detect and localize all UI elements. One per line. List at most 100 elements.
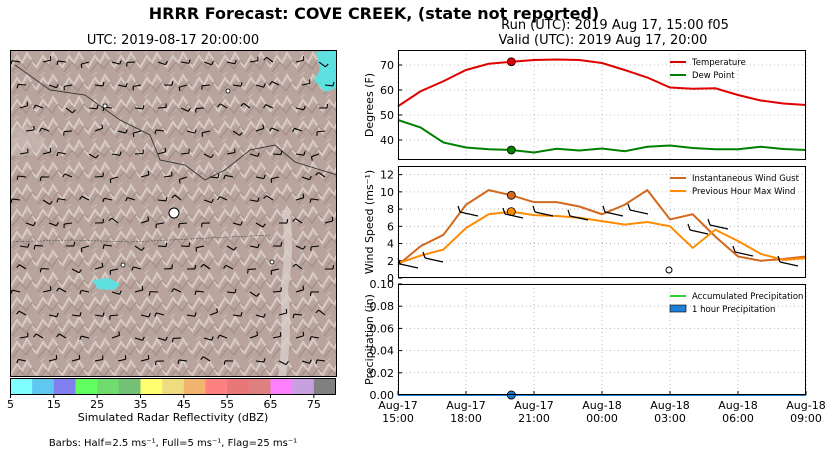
county-border bbox=[10, 234, 271, 243]
legend-swatch bbox=[669, 304, 687, 313]
wind-barb bbox=[39, 127, 50, 132]
wind-barb bbox=[295, 193, 305, 201]
wind-barb bbox=[318, 103, 329, 109]
wind-barb bbox=[134, 285, 144, 293]
colorbar-tick-label: 75 bbox=[307, 398, 321, 411]
wind-barb bbox=[71, 354, 81, 362]
wind-barb bbox=[39, 176, 50, 182]
wind-barb bbox=[16, 310, 27, 316]
wind-barb bbox=[154, 129, 165, 134]
legend-label: Accumulated Precipitation bbox=[692, 292, 803, 302]
wind-barb bbox=[157, 103, 167, 109]
wind-barb bbox=[56, 198, 67, 203]
wind-barb bbox=[117, 129, 128, 134]
wind-barb bbox=[226, 59, 237, 65]
wind-barb bbox=[102, 244, 113, 249]
wind-barb bbox=[117, 82, 128, 88]
wind-barb bbox=[16, 358, 27, 364]
wind-barb bbox=[292, 313, 303, 319]
wind-barb bbox=[140, 216, 150, 224]
wind-barb bbox=[94, 262, 104, 270]
wind-barb bbox=[157, 196, 168, 202]
wind-barb bbox=[134, 336, 145, 341]
y-tick-label: 0.08 bbox=[370, 300, 395, 313]
wind-barb bbox=[19, 243, 30, 248]
wind-barb bbox=[19, 101, 29, 109]
wind-barb bbox=[56, 60, 67, 66]
wind-barb bbox=[223, 174, 234, 180]
y-tick-label: 10 bbox=[380, 186, 394, 199]
x-tick-label: Aug-17 bbox=[446, 399, 485, 412]
wind-barb bbox=[42, 199, 53, 205]
calm-wind-marker bbox=[665, 266, 673, 274]
wind-barb bbox=[71, 312, 82, 317]
wind-barb bbox=[171, 288, 182, 293]
wind-barb bbox=[226, 245, 237, 251]
wind-barb bbox=[295, 151, 306, 156]
wind-barb bbox=[42, 286, 52, 293]
wind-barb bbox=[255, 83, 266, 88]
wind-barb bbox=[309, 198, 320, 203]
wind-barb bbox=[399, 263, 419, 269]
wind-barb bbox=[65, 107, 76, 114]
wind-barb bbox=[140, 355, 150, 362]
wind-barb bbox=[10, 60, 21, 65]
wind-barb bbox=[134, 104, 145, 110]
wind-barb bbox=[309, 336, 320, 341]
wind-barb bbox=[132, 130, 142, 138]
wind-barb bbox=[324, 216, 334, 224]
wind-barb bbox=[278, 360, 289, 366]
wind-barb bbox=[278, 308, 288, 316]
wind-barb bbox=[209, 308, 219, 316]
wind-barb bbox=[16, 175, 27, 181]
wind-barb bbox=[180, 59, 191, 64]
wind-barb bbox=[56, 287, 67, 293]
wind-barb bbox=[163, 264, 173, 270]
wind-barb bbox=[33, 104, 44, 109]
wind-barb bbox=[292, 263, 303, 270]
wind-barb bbox=[94, 81, 105, 87]
legend-label: 1 hour Precipitation bbox=[692, 305, 775, 315]
current-time-marker bbox=[506, 145, 516, 155]
y-tick-label: 4 bbox=[387, 238, 394, 251]
wind-barb bbox=[180, 149, 190, 155]
y-tick-label: 0.00 bbox=[370, 389, 395, 402]
wind-barb bbox=[201, 84, 211, 90]
wind-barb bbox=[111, 290, 122, 295]
wind-barb bbox=[269, 81, 280, 86]
wind-barb bbox=[10, 198, 21, 203]
wind-barb bbox=[203, 198, 214, 204]
meteogram-panel-1: 40 50 60 70 Temperature Dew Point Degrees (F) bbox=[363, 50, 807, 160]
wind-barb bbox=[734, 251, 754, 257]
current-time-marker bbox=[506, 190, 516, 200]
series-line-1 bbox=[397, 58, 807, 108]
colorbar-tick-label: 35 bbox=[134, 398, 148, 411]
x-tick-label: 21:00 bbox=[518, 412, 550, 425]
wind-barb bbox=[295, 245, 306, 250]
wind-barb bbox=[709, 224, 729, 230]
y-axis-label: Precipitation (in) bbox=[363, 294, 376, 385]
x-tick-label: 06:00 bbox=[722, 412, 754, 425]
wind-barb bbox=[195, 245, 205, 252]
wind-barb bbox=[194, 290, 205, 296]
wind-barb bbox=[39, 268, 50, 273]
colorbar-cell bbox=[10, 378, 33, 395]
valley-strip bbox=[10, 126, 45, 156]
wind-barb bbox=[272, 242, 283, 247]
wind-barb bbox=[263, 56, 274, 63]
wind-barb bbox=[48, 222, 59, 227]
wind-barb bbox=[178, 84, 188, 92]
wind-barb bbox=[180, 242, 191, 248]
x-tick-label: Aug-18 bbox=[718, 399, 757, 412]
x-tick-label: Aug-17 bbox=[514, 399, 553, 412]
wind-barb bbox=[56, 333, 67, 339]
wind-barb bbox=[186, 129, 197, 134]
wind-barb bbox=[94, 312, 105, 317]
wind-barb bbox=[569, 215, 589, 221]
colorbar-cell bbox=[140, 378, 163, 395]
colorbar-cell bbox=[118, 378, 141, 395]
wind-barb bbox=[157, 242, 168, 248]
wind-barb bbox=[247, 268, 257, 274]
colorbar-tick-label: 15 bbox=[47, 398, 61, 411]
